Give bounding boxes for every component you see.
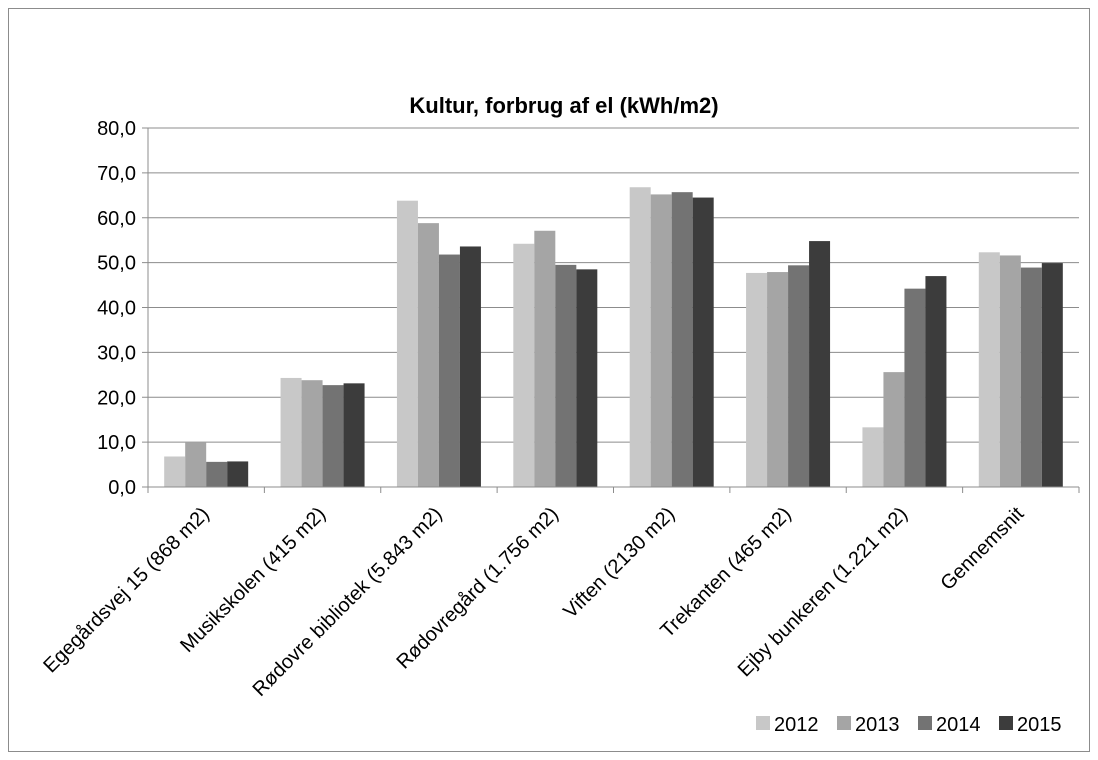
- legend-label: 2015: [1017, 714, 1062, 736]
- category-label: Trekanten (465 m2): [656, 503, 795, 642]
- bar: [164, 456, 186, 487]
- y-tick-label: 50,0: [97, 253, 136, 275]
- bar: [301, 380, 323, 487]
- y-tick-label: 10,0: [97, 432, 136, 454]
- bar: [343, 383, 365, 487]
- bar: [671, 192, 693, 487]
- legend-label: 2014: [936, 714, 981, 736]
- y-tick-label: 60,0: [97, 208, 136, 230]
- bar: [883, 372, 905, 487]
- y-tick-label: 80,0: [97, 118, 136, 140]
- bar: [629, 187, 651, 488]
- bar: [746, 272, 768, 487]
- category-label: Gennemsnit: [937, 503, 1029, 595]
- bar: [459, 246, 481, 487]
- bar: [978, 252, 1000, 487]
- bar: [692, 197, 714, 487]
- legend-swatch: [837, 716, 851, 730]
- bar: [788, 265, 810, 487]
- bar: [650, 194, 672, 488]
- bar: [576, 269, 598, 487]
- legend-label: 2012: [774, 714, 819, 736]
- chart-frame: Kultur, forbrug af el (kWh/m2) 0,0 10,0 20…: [8, 8, 1090, 752]
- bar: [809, 241, 831, 487]
- legend-label: 2013: [855, 714, 900, 736]
- bar: [1020, 267, 1042, 487]
- bar: [862, 427, 884, 487]
- category-label: Rødovre bibliotek (5.843 m2): [249, 503, 447, 701]
- bar: [767, 272, 789, 487]
- bar: [438, 254, 460, 487]
- y-tick-label: 20,0: [97, 387, 136, 409]
- bar: [555, 264, 577, 487]
- bar: [534, 230, 556, 488]
- bar: [396, 200, 418, 487]
- bar: [322, 385, 344, 487]
- bar: [280, 377, 302, 487]
- axes: [142, 127, 1080, 493]
- y-tick-label: 70,0: [97, 163, 136, 185]
- bar: [206, 461, 228, 487]
- bar-chart: Kultur, forbrug af el (kWh/m2) 0,0 10,0 20…: [39, 93, 1080, 736]
- category-label: Viften (2130 m2): [559, 503, 679, 623]
- legend-swatch: [918, 716, 932, 730]
- bar: [1041, 263, 1063, 487]
- y-tick-label: 0,0: [108, 477, 136, 499]
- bars: [164, 187, 1063, 488]
- legend-swatch: [756, 716, 770, 730]
- legend: 2012 2013 2014 2015: [756, 714, 1062, 736]
- bar: [227, 461, 249, 487]
- bar: [999, 255, 1021, 487]
- bar: [185, 442, 207, 487]
- y-tick-label: 40,0: [97, 298, 136, 320]
- category-labels: Egegårdsvej 15 (868 m2)Musikskolen (415 …: [39, 503, 1028, 701]
- bar: [925, 276, 947, 487]
- bar: [417, 223, 439, 487]
- legend-swatch: [999, 716, 1013, 730]
- bar: [904, 288, 926, 487]
- bar: [513, 243, 535, 487]
- y-tick-labels: 0,0 10,0 20,0 30,0 40,0 50,0 60,0 70,0 80,0: [97, 118, 136, 499]
- y-tick-label: 30,0: [97, 342, 136, 364]
- chart-title: Kultur, forbrug af el (kWh/m2): [409, 93, 718, 118]
